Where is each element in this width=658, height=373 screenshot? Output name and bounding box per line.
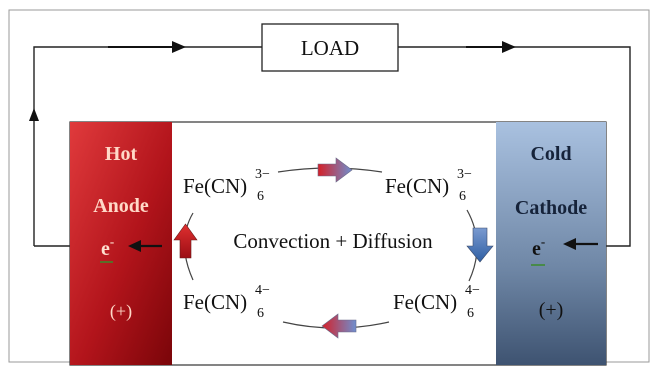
svg-text:4−: 4−: [465, 283, 480, 298]
flow-arrow-up-icon: [173, 223, 198, 259]
load-label: LOAD: [301, 36, 359, 60]
wire-arrow-up-icon: [29, 108, 39, 121]
svg-text:4−: 4−: [255, 283, 270, 298]
anode-electron-arrow-icon: [128, 240, 141, 252]
center-label: Convection + Diffusion: [233, 229, 433, 253]
load-box: [261, 23, 399, 72]
svg-text:Fe(CN): Fe(CN): [183, 174, 247, 198]
svg-text:3−: 3−: [255, 167, 270, 182]
species-bottom-right: Fe(CN) 4− 6: [393, 283, 480, 321]
cathode-electron-arrow-icon: [563, 238, 576, 250]
cathode-label-line1: Cold: [530, 143, 571, 165]
svg-text:Fe(CN): Fe(CN): [385, 174, 449, 198]
svg-text:6: 6: [459, 189, 466, 204]
anode-label-line2: Anode: [93, 195, 149, 217]
flow-arrow-left-icon: [321, 313, 357, 339]
svg-text:Fe(CN): Fe(CN): [393, 290, 457, 314]
svg-text:3−: 3−: [457, 167, 472, 182]
svg-text:6: 6: [257, 189, 264, 204]
cathode-label-line2: Cathode: [515, 197, 587, 219]
anode-sign: (+): [110, 301, 132, 322]
anode-electron-label: e-: [101, 234, 114, 260]
flow-arrow-down-icon: [466, 227, 494, 263]
flow-arrow-right-icon: [317, 157, 353, 183]
species-top-left: Fe(CN) 3− 6: [183, 167, 270, 204]
species-top-right: Fe(CN) 3− 6: [385, 167, 472, 204]
svg-text:6: 6: [257, 306, 264, 321]
svg-text:Fe(CN): Fe(CN): [183, 290, 247, 314]
hot-anode-electrode: [70, 122, 172, 365]
anode-label-line1: Hot: [105, 143, 138, 165]
wire-arrow-right-left-icon: [172, 41, 186, 53]
svg-text:6: 6: [467, 306, 474, 321]
wire-arrow-right-right-icon: [502, 41, 516, 53]
cathode-electron-label: e-: [532, 234, 545, 260]
cathode-sign: (+): [539, 299, 564, 321]
species-bottom-left: Fe(CN) 4− 6: [183, 283, 270, 321]
